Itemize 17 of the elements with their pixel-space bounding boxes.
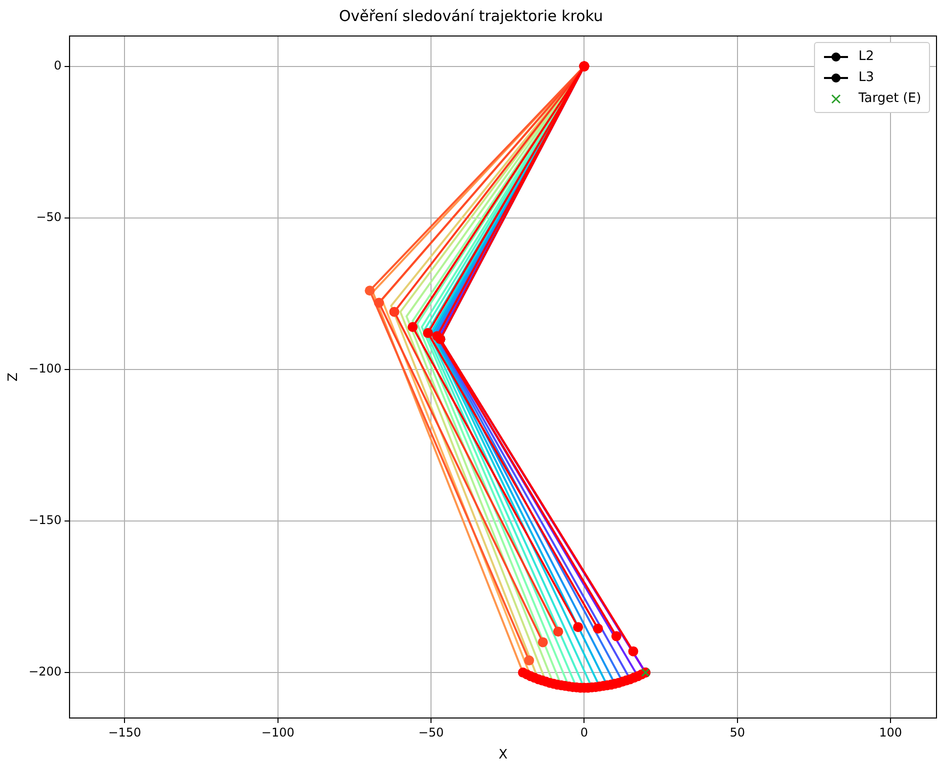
legend-label: Target (E) <box>858 91 922 106</box>
chart-title: Ověření sledování trajektorie kroku <box>339 6 603 25</box>
y-axis-title: Z <box>6 372 22 382</box>
x-tick-label: −50 <box>418 725 444 740</box>
y-tick-label: −150 <box>28 513 62 528</box>
y-tick-label: −50 <box>36 210 62 224</box>
x-tick-label: 0 <box>580 725 588 740</box>
x-axis-title: X <box>498 748 508 763</box>
x-tick-label: −100 <box>261 725 294 740</box>
y-tick-label: 0 <box>54 58 62 72</box>
legend-label: L3 <box>858 70 874 85</box>
x-tick-label: −150 <box>108 725 142 740</box>
legend-label: L2 <box>858 49 874 64</box>
x-tick-label: 100 <box>879 725 902 740</box>
y-tick-label: −100 <box>28 362 62 376</box>
y-tick-label: −200 <box>28 664 62 679</box>
x-tick-label: 50 <box>730 725 746 740</box>
